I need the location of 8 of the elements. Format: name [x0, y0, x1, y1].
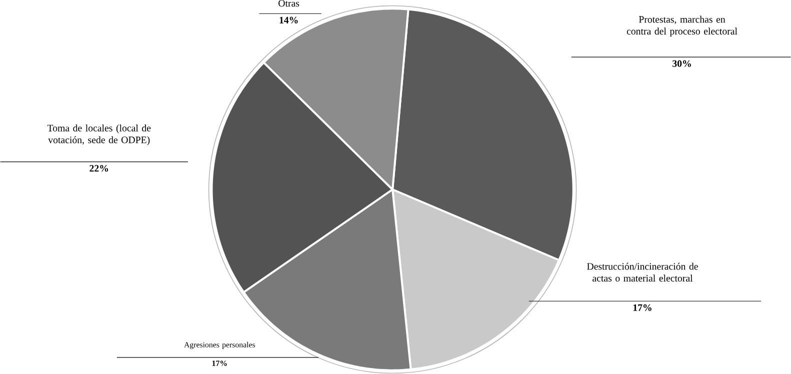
slice-label: Destrucción/incineración de actas o material electoral [587, 262, 698, 282]
data-label: 17% [633, 304, 652, 312]
data-label: 30% [672, 60, 691, 68]
slice-label: Otras [278, 0, 300, 7]
data-label: 14% [280, 16, 298, 24]
slice-label: Protestas, marchas en contra del proceso electoral [626, 16, 738, 37]
slice-label: Toma de locales (local de votación, sede de ODPE) [47, 124, 151, 146]
data-label: 22% [90, 165, 108, 172]
